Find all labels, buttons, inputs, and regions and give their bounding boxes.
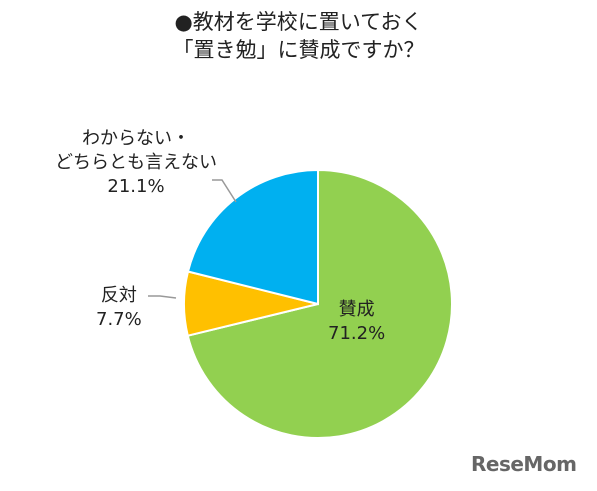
slice-name-oppose: 反対 — [100, 285, 137, 306]
slice-label-oppose: 反対 7.7% — [96, 284, 142, 332]
chart-title: ●教材を学校に置いておく 「置き勉」に賛成ですか？ — [0, 8, 597, 64]
slice-name-undecided-line-1: わからない・ — [82, 128, 190, 149]
slice-label-undecided: わからない・ どちらとも言えない 21.1% — [55, 127, 217, 199]
slice-value-agree: 71.2% — [328, 323, 386, 344]
slice-value-oppose: 7.7% — [96, 309, 142, 330]
slice-name-undecided-line-2: どちらとも言えない — [55, 152, 217, 173]
leader-line-oppose — [148, 295, 177, 299]
chart-title-line-2: 「置き勉」に賛成ですか？ — [172, 38, 425, 62]
slice-name-agree: 賛成 — [338, 299, 375, 320]
resemom-logo: ReseMom — [471, 452, 577, 476]
slice-value-undecided: 21.1% — [107, 176, 165, 197]
chart-title-line-1: ●教材を学校に置いておく — [174, 10, 423, 34]
slice-label-agree: 賛成 71.2% — [328, 298, 385, 346]
leader-line-undecided — [212, 179, 237, 203]
pie-slice-agree — [186, 168, 453, 439]
pie-slice-undecided — [186, 168, 319, 306]
